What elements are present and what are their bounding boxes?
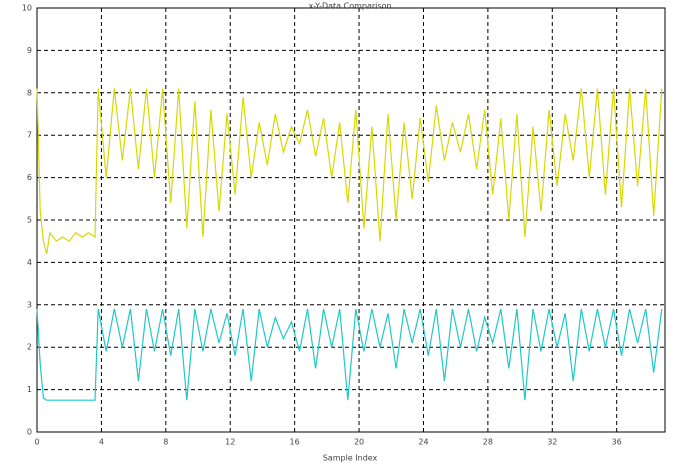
y-tick-label: 10 [22,4,32,13]
x-tick-label: 12 [225,438,235,447]
y-tick-label: 0 [27,428,32,437]
x-tick-label: 24 [418,438,428,447]
y-tick-label: 5 [27,216,32,225]
data-line [36,88,663,255]
chart-title: x-Y-Data Comparison [308,2,391,11]
y-tick-label: 3 [27,300,32,309]
y-tick-label: 8 [27,88,32,97]
x-tick-label: 0 [34,438,39,447]
x-tick-label: 20 [354,438,364,447]
x-axis-label: Sample Index [323,454,378,463]
data-line [36,308,663,401]
x-tick-label: 8 [163,438,168,447]
y-tick-label: 7 [27,131,32,140]
x-tick-label: 16 [290,438,300,447]
x-tick-label: 4 [99,438,104,447]
x-tick-label: 36 [612,438,622,447]
y-tick-label: 1 [27,385,32,394]
x-tick-label: 28 [483,438,493,447]
y-tick-label: 6 [27,173,32,182]
y-tick-label: 9 [27,46,32,55]
y-tick-label: 4 [27,258,32,267]
y-tick-label: 2 [27,343,32,352]
x-tick-label: 32 [547,438,557,447]
